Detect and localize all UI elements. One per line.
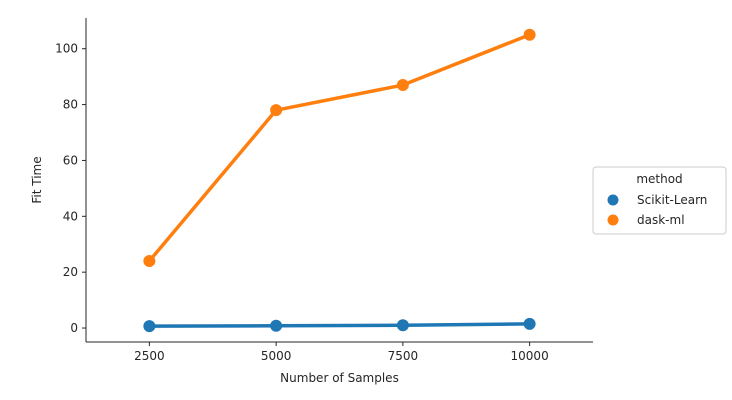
data-point [396, 319, 409, 332]
y-ticks: 0 20 40 60 80 100 [55, 42, 86, 335]
legend-entries: Scikit-Learn dask-ml [607, 193, 707, 227]
y-tick-label: 20 [63, 265, 78, 279]
legend-marker [607, 194, 619, 206]
y-tick-label: 80 [63, 98, 78, 112]
data-point [523, 28, 536, 41]
series [143, 28, 536, 333]
legend-frame [592, 166, 727, 235]
x-axis-label: Number of Samples [280, 371, 399, 385]
legend: method Scikit-Learn dask-ml [592, 166, 727, 235]
x-tick-label: 5000 [261, 349, 292, 363]
data-point [396, 79, 409, 92]
series-line [147, 33, 532, 263]
data-point [523, 317, 536, 330]
x-tick-label: 2500 [134, 349, 165, 363]
y-tick-label: 60 [63, 153, 78, 167]
x-tick-label: 7500 [388, 349, 419, 363]
y-tick-label: 40 [63, 209, 78, 223]
data-point [143, 255, 156, 267]
y-tick-label: 100 [55, 42, 78, 56]
legend-label: dask-ml [637, 213, 685, 227]
axes [85, 18, 593, 343]
legend-label: Scikit-Learn [637, 193, 707, 207]
legend-title: method [636, 172, 682, 186]
y-axis-label: Fit Time [30, 156, 44, 203]
x-ticks: 2500 5000 7500 10000 [134, 342, 549, 363]
data-point [143, 320, 156, 333]
series-scikit-learn [143, 317, 536, 333]
series-line [147, 322, 532, 328]
data-point [270, 104, 283, 117]
x-tick-label: 10000 [511, 349, 549, 363]
legend-marker [607, 214, 619, 226]
y-tick-label: 0 [70, 321, 78, 335]
series-dask-ml [143, 28, 536, 267]
data-point [270, 319, 283, 332]
